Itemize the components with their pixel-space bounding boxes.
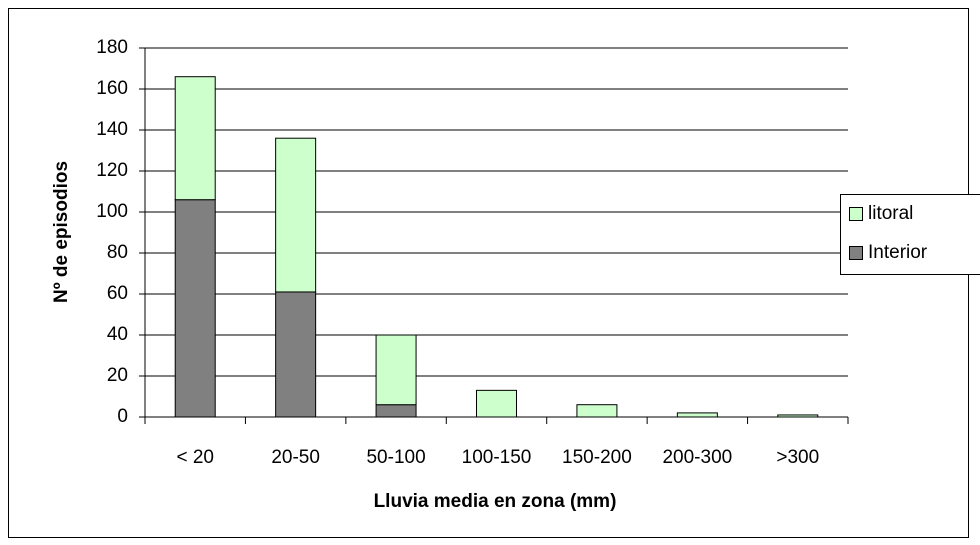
y-tick-label: 20 — [107, 365, 128, 386]
bar-segment — [375, 334, 417, 406]
bar-segment — [777, 414, 819, 418]
x-axis-label: Lluvia media en zona (mm) — [374, 491, 617, 512]
x-tick-label: 100-150 — [462, 447, 532, 468]
y-tick-label: 80 — [107, 242, 128, 263]
legend-label: Interior — [868, 242, 928, 263]
legend-box — [840, 194, 980, 275]
y-tick-label: 180 — [96, 37, 128, 58]
chart-frame — [8, 8, 969, 538]
bar-segment — [275, 137, 317, 293]
bar-segment — [174, 76, 216, 201]
y-tick-label: 120 — [96, 160, 128, 181]
y-tick-label: 40 — [107, 324, 128, 345]
bar-segment — [375, 404, 417, 418]
y-axis-label: Nº de episodios — [51, 161, 72, 303]
y-tick-label: 140 — [96, 119, 128, 140]
bar-segment — [576, 404, 618, 418]
x-tick-label: >300 — [776, 447, 819, 468]
x-tick-label: 50-100 — [366, 447, 425, 468]
y-tick-label: 160 — [96, 78, 128, 99]
x-tick-label: 200-300 — [662, 447, 732, 468]
bar-segment — [676, 412, 718, 418]
bar-segment — [476, 389, 517, 418]
x-tick-label: 150-200 — [562, 447, 632, 468]
legend-label: litoral — [868, 203, 913, 224]
y-tick-label: 0 — [117, 406, 128, 427]
y-tick-label: 60 — [107, 283, 128, 304]
y-tick-label: 100 — [96, 201, 128, 222]
x-tick-label: 20-50 — [271, 447, 320, 468]
x-tick-label: < 20 — [176, 447, 214, 468]
bar-segment — [275, 291, 317, 418]
bar-segment — [174, 199, 216, 418]
legend-swatch — [849, 246, 863, 260]
legend-swatch — [849, 207, 863, 221]
